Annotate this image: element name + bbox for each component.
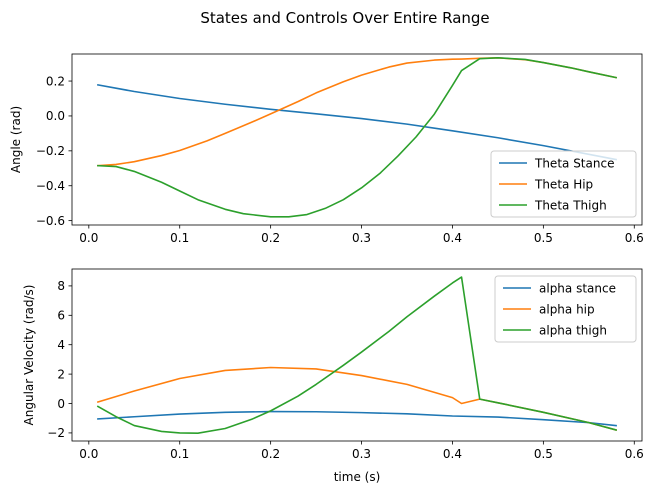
y-tick-label: 0.0: [46, 109, 65, 123]
y-tick-label: 2: [57, 367, 65, 381]
x-tick-label: 0.6: [625, 447, 644, 461]
x-tick-label: 0.3: [352, 231, 371, 245]
legend-frame: [490, 150, 637, 218]
legend-label: Theta Thigh: [534, 198, 607, 212]
legend: alpha stance alpha hip alpha thigh: [494, 275, 637, 343]
x-tick-label: 0.5: [534, 447, 553, 461]
y-tick-label: −2: [47, 426, 65, 440]
axes-frame: [71, 53, 643, 226]
figure-title: States and Controls Over Entire Range: [200, 9, 489, 27]
y-tick-label: 4: [57, 338, 65, 352]
series-group: [96, 57, 618, 218]
x-tick-label: 0.1: [170, 447, 189, 461]
series-line-theta-stance: [96, 83, 618, 161]
x-tick-label: 0.5: [534, 231, 553, 245]
x-tick-label: 0.2: [261, 447, 280, 461]
bottom-axes: 0.0 0.1 0.2 0.3 0.4 0.5 0.6 8 6 4 2 0 −2 Angular Velo…: [22, 268, 644, 484]
series-line-alpha-thigh: [96, 276, 618, 435]
legend-label: alpha thigh: [539, 323, 607, 337]
legend-label: Theta Stance: [534, 156, 614, 170]
series-group: [96, 276, 618, 435]
x-tick-label: 0.2: [261, 231, 280, 245]
x-tick-label: 0.4: [443, 231, 462, 245]
legend: Theta Stance Theta Hip Theta Thigh: [490, 150, 637, 218]
y-tick-label: 0.2: [46, 74, 65, 88]
y-tick-label: −0.4: [36, 179, 65, 193]
y-tick-label: −0.2: [36, 144, 65, 158]
legend-label: alpha stance: [539, 281, 616, 295]
y-tick-label: 0: [57, 397, 65, 411]
series-line-theta-thigh: [97, 57, 618, 218]
y-axis-label: Angular Velocity (rad/s): [22, 285, 36, 426]
axes-frame: [71, 268, 643, 442]
y-axis-label: Angle (rad): [9, 106, 23, 173]
y-tick-label: 6: [57, 309, 65, 323]
legend-frame: [494, 275, 637, 343]
y-tick-label: 8: [57, 279, 65, 293]
x-tick-label: 0.4: [443, 447, 462, 461]
x-tick-label: 0.3: [352, 447, 371, 461]
x-tick-label: 0.1: [170, 231, 189, 245]
x-tick-label: 0.0: [79, 447, 98, 461]
series-line-alpha-hip: [96, 366, 618, 431]
series-line-alpha-stance: [97, 410, 617, 427]
x-tick-label: 0.6: [625, 231, 644, 245]
top-axes: 0.0 0.1 0.2 0.3 0.4 0.5 0.6 0.2 0.0 −0.2 −0.4 −0.6 A…: [9, 53, 644, 245]
x-tick-label: 0.0: [79, 231, 98, 245]
legend-label: alpha hip: [539, 302, 595, 316]
x-axis-label: time (s): [334, 470, 381, 484]
y-tick-label: −0.6: [36, 214, 65, 228]
series-line-theta-hip: [97, 57, 618, 167]
legend-label: Theta Hip: [534, 177, 593, 191]
